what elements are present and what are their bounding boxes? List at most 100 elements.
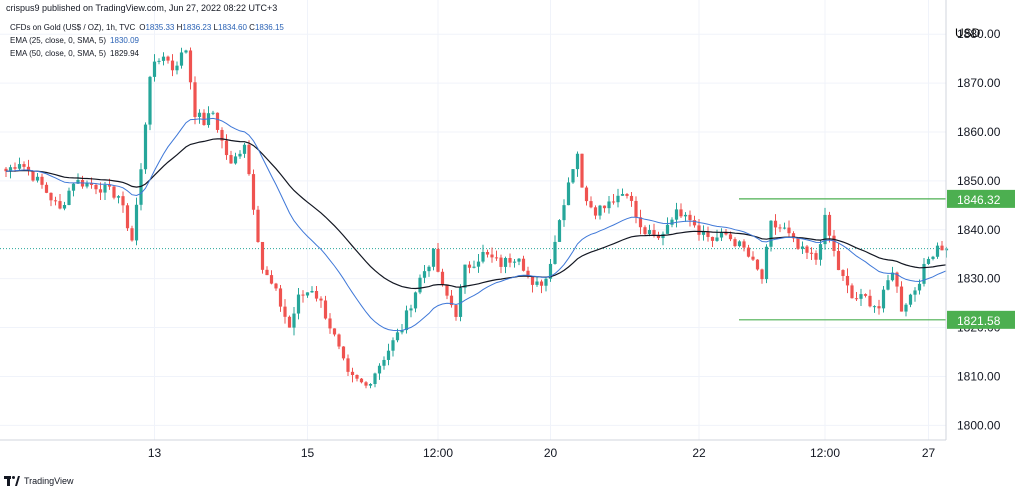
candle-up bbox=[935, 245, 940, 257]
candle-down bbox=[868, 295, 872, 307]
candle-up bbox=[463, 264, 467, 288]
candle-up bbox=[503, 258, 508, 267]
candle-down bbox=[580, 153, 584, 188]
candle-down bbox=[341, 346, 346, 359]
candle-up bbox=[292, 313, 296, 328]
time-tick-label: 12:00 bbox=[810, 446, 840, 460]
candle-down bbox=[485, 251, 490, 255]
candle-up bbox=[382, 359, 386, 366]
candle-up bbox=[481, 251, 485, 262]
candle-up bbox=[386, 350, 391, 360]
ema50-legend-label: EMA (50, close, 0, SMA, 5) bbox=[10, 49, 107, 58]
time-tick-label: 12:00 bbox=[423, 446, 453, 460]
candle-down bbox=[836, 250, 841, 271]
candle-up bbox=[715, 237, 719, 241]
candle-up bbox=[557, 220, 562, 242]
horizontal-levels[interactable] bbox=[739, 198, 946, 321]
candle-up bbox=[908, 294, 913, 305]
candle-up bbox=[517, 258, 521, 262]
candle-up bbox=[377, 365, 382, 374]
candle-up bbox=[769, 220, 773, 247]
candle-up bbox=[422, 271, 427, 278]
candle-up bbox=[161, 56, 166, 61]
candle-down bbox=[629, 195, 634, 201]
candle-down bbox=[652, 230, 656, 235]
time-tick-label: 20 bbox=[544, 446, 558, 460]
candle-down bbox=[260, 241, 265, 270]
candle-up bbox=[764, 246, 769, 280]
candle-up bbox=[737, 241, 742, 247]
time-axis[interactable]: 13 15 12:00 20 22 12:00 27 bbox=[148, 446, 936, 460]
candle-up bbox=[800, 246, 805, 249]
candle-down bbox=[877, 306, 881, 309]
candle-down bbox=[89, 183, 94, 185]
candle-down bbox=[350, 371, 355, 376]
candle-down bbox=[706, 231, 710, 237]
price-tick-label: 1850.00 bbox=[957, 174, 1001, 188]
candle-up bbox=[175, 65, 179, 71]
ema50-legend-row: EMA (50, close, 0, SMA, 5) 1829.94 bbox=[10, 47, 284, 60]
candle-down bbox=[845, 275, 850, 286]
candle-down bbox=[773, 220, 778, 228]
candle-up bbox=[620, 194, 625, 196]
candle-up bbox=[917, 283, 922, 291]
candle-up bbox=[665, 224, 670, 234]
candle-down bbox=[467, 264, 472, 268]
candle-down bbox=[814, 253, 818, 260]
candle-down bbox=[733, 239, 737, 247]
candle-up bbox=[395, 332, 400, 341]
price-tick-label: 1870.00 bbox=[957, 76, 1001, 90]
candle-down bbox=[215, 112, 220, 130]
candle-up bbox=[418, 277, 422, 293]
candle-down bbox=[611, 201, 616, 203]
candle-up bbox=[184, 50, 188, 53]
candle-down bbox=[584, 187, 589, 202]
candle-down bbox=[269, 275, 274, 284]
candle-up bbox=[139, 169, 143, 205]
candle-up bbox=[409, 308, 413, 311]
candle-down bbox=[112, 186, 116, 198]
candle-up bbox=[305, 292, 310, 296]
candle-down bbox=[287, 316, 292, 328]
ema25-legend-value: 1830.09 bbox=[110, 36, 139, 45]
candle-down bbox=[58, 201, 62, 209]
candle-down bbox=[13, 167, 17, 169]
candle-down bbox=[841, 270, 845, 276]
price-tick-label: 1830.00 bbox=[957, 272, 1001, 286]
candle-up bbox=[616, 195, 620, 203]
candle-down bbox=[94, 184, 98, 190]
candle-down bbox=[166, 56, 170, 61]
candle-down bbox=[193, 82, 197, 117]
candle-down bbox=[251, 174, 256, 210]
time-tick-label: 22 bbox=[692, 446, 706, 460]
candle-up bbox=[548, 263, 553, 279]
candle-down bbox=[98, 189, 103, 193]
candle-up bbox=[512, 261, 517, 263]
candle-down bbox=[643, 227, 647, 234]
ema50-legend-value: 1829.94 bbox=[110, 49, 139, 58]
candle-down bbox=[634, 200, 638, 218]
candle-up bbox=[553, 241, 557, 264]
brand-name: TradingView bbox=[24, 476, 74, 486]
candle-down bbox=[449, 295, 454, 306]
candle-up bbox=[881, 289, 886, 309]
candle-down bbox=[22, 164, 26, 167]
price-axis[interactable]: USD 1800.001810.001820.001830.001840.001… bbox=[955, 26, 1001, 432]
candle-down bbox=[346, 358, 350, 372]
candle-down bbox=[283, 306, 287, 317]
candle-down bbox=[602, 205, 607, 209]
candle-up bbox=[373, 373, 377, 385]
candle-down bbox=[724, 231, 728, 235]
candle-up bbox=[67, 190, 71, 205]
candle-down bbox=[278, 288, 283, 307]
candle-down bbox=[850, 285, 854, 299]
candle-down bbox=[863, 294, 868, 296]
candle-down bbox=[121, 196, 125, 206]
currency-label: USD bbox=[955, 26, 981, 40]
candle-up bbox=[85, 183, 89, 187]
candle-up bbox=[238, 153, 242, 157]
candle-down bbox=[355, 375, 359, 379]
candle-up bbox=[197, 112, 202, 117]
candle-up bbox=[683, 214, 688, 217]
